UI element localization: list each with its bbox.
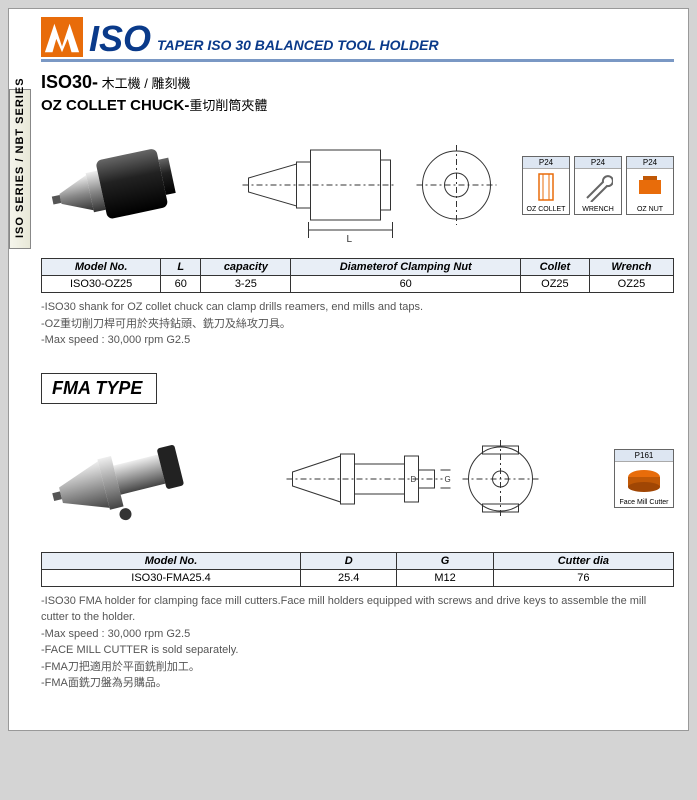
section-fma: FMA TYPE bbox=[41, 367, 674, 692]
section1-heading: ISO30- 木工機 / 雕刻機 bbox=[41, 72, 674, 93]
acc-wrench: P24 WRENCH bbox=[574, 156, 622, 215]
section2-drawing: D G bbox=[219, 414, 606, 544]
title-main: ISO bbox=[89, 21, 151, 57]
acc-face-mill: P161 Face Mill Cutter bbox=[614, 449, 674, 508]
col-header: Model No. bbox=[42, 552, 301, 569]
title-sub: TAPER ISO 30 BALANCED TOOL HOLDER bbox=[157, 37, 439, 57]
section2-diagrams: D G P161 Face Mill C bbox=[41, 414, 674, 544]
fma-title: FMA TYPE bbox=[41, 373, 157, 404]
section1-accessories: P24 OZ COLLET P24 WRENCH P24 OZ N bbox=[522, 156, 674, 215]
col-header: D bbox=[301, 552, 397, 569]
page-content: ISO TAPER ISO 30 BALANCED TOOL HOLDER IS… bbox=[31, 9, 688, 730]
col-header: G bbox=[397, 552, 493, 569]
section-oz: ISO30- 木工機 / 雕刻機 OZ COLLET CHUCK-重切削筒夾體 bbox=[41, 72, 674, 349]
acc-oz-collet: P24 OZ COLLET bbox=[522, 156, 570, 215]
col-header: Diameterof Clamping Nut bbox=[291, 259, 520, 276]
col-header: Model No. bbox=[42, 259, 161, 276]
title-row: ISO TAPER ISO 30 BALANCED TOOL HOLDER bbox=[41, 17, 674, 62]
brand-logo bbox=[41, 17, 83, 57]
section2-notes: -ISO30 FMA holder for clamping face mill… bbox=[41, 593, 674, 692]
col-header: L bbox=[161, 259, 201, 276]
svg-text:G: G bbox=[445, 475, 451, 484]
col-header: Collet bbox=[520, 259, 589, 276]
side-tab: ISO SERIES / NBT SERIES bbox=[9, 89, 31, 249]
col-header: Cutter dia bbox=[493, 552, 673, 569]
svg-text:L: L bbox=[347, 234, 353, 245]
table-row: ISO30-FMA25.425.4M1276 bbox=[42, 569, 674, 586]
table-row: ISO30-OZ25603-2560OZ25OZ25 bbox=[42, 276, 674, 293]
section2-photo bbox=[41, 419, 211, 539]
section2-accessories: P161 Face Mill Cutter bbox=[614, 449, 674, 508]
svg-text:D: D bbox=[411, 475, 417, 484]
section1-drawing: L bbox=[219, 120, 514, 250]
col-header: capacity bbox=[201, 259, 291, 276]
section1-photo bbox=[41, 125, 211, 245]
page-wrap: ISO SERIES / NBT SERIES ISO TAPER ISO 30… bbox=[8, 8, 689, 731]
section1-diagrams: L P24 OZ COLLET bbox=[41, 120, 674, 250]
section1-subheading: OZ COLLET CHUCK-重切削筒夾體 bbox=[41, 95, 674, 114]
section1-table: Model No.LcapacityDiameterof Clamping Nu… bbox=[41, 258, 674, 293]
section2-table: Model No.DGCutter dia ISO30-FMA25.425.4M… bbox=[41, 552, 674, 587]
col-header: Wrench bbox=[589, 259, 673, 276]
section1-notes: -ISO30 shank for OZ collet chuck can cla… bbox=[41, 299, 674, 349]
acc-oz-nut: P24 OZ NUT bbox=[626, 156, 674, 215]
